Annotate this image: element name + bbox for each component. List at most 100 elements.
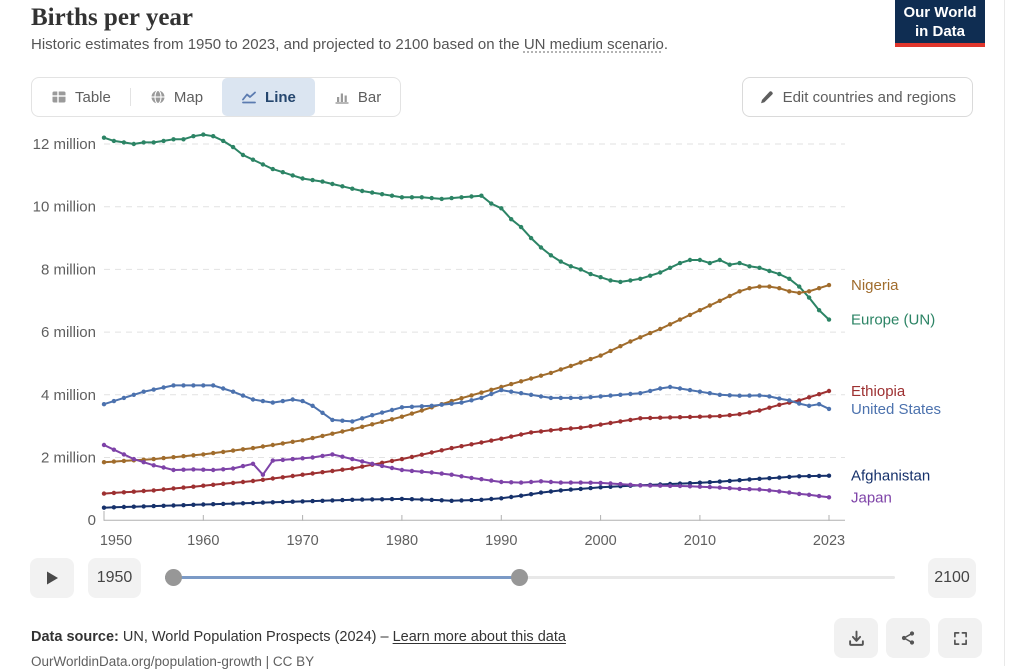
series-point-europe-un (449, 195, 454, 201)
series-point-japan (230, 466, 236, 471)
owid-logo[interactable]: Our World in Data (895, 0, 985, 47)
series-point-europe-un (687, 257, 693, 263)
series-point-united-states (687, 387, 693, 393)
series-point-japan (409, 468, 415, 474)
series-point-ethiopia (370, 462, 375, 467)
series-point-united-states (201, 383, 206, 388)
timeline-active-range[interactable] (165, 576, 521, 579)
fullscreen-button[interactable] (938, 618, 982, 658)
series-point-nigeria (370, 422, 375, 427)
series-point-nigeria (677, 317, 683, 322)
series-point-europe-un (350, 186, 355, 191)
series-point-europe-un (409, 195, 415, 200)
owid-logo-line2: in Data (914, 22, 965, 40)
series-point-japan (111, 447, 117, 452)
series-point-nigeria (548, 370, 554, 376)
series-point-afghanistan (628, 483, 633, 488)
series-point-japan (548, 479, 554, 485)
series-point-europe-un (320, 179, 325, 184)
series-point-ethiopia (687, 414, 693, 420)
timeline-handle-start[interactable] (165, 569, 182, 586)
series-point-nigeria (518, 379, 524, 384)
learn-more-link[interactable]: Learn more about this data (392, 628, 566, 645)
entity-label-united-states[interactable]: United States (851, 401, 941, 418)
series-point-united-states (628, 391, 633, 397)
series-point-afghanistan (181, 503, 186, 508)
play-button[interactable] (30, 558, 74, 598)
series-point-ethiopia (310, 471, 315, 476)
download-button[interactable] (834, 618, 878, 658)
un-medium-scenario-link[interactable]: UN medium scenario (523, 36, 664, 53)
entity-label-ethiopia[interactable]: Ethiopia (851, 383, 906, 400)
tab-line[interactable]: Line (222, 78, 315, 116)
series-point-united-states (667, 384, 673, 390)
series-point-japan (509, 480, 514, 485)
timeline-handle-end[interactable] (511, 569, 529, 586)
series-point-japan (618, 481, 623, 487)
entity-label-europe-un[interactable]: Europe (UN) (851, 312, 935, 329)
chart-toolbar: Table Map Line Bar (31, 77, 973, 117)
entity-label-nigeria[interactable]: Nigeria (851, 277, 899, 294)
series-point-afghanistan (409, 497, 415, 502)
series-point-europe-un (548, 253, 554, 258)
series-point-afghanistan (727, 478, 732, 484)
series-point-nigeria (509, 381, 514, 387)
series-point-europe-un (111, 138, 117, 144)
series-point-united-states (697, 389, 703, 394)
series-point-europe-un (489, 201, 494, 206)
share-button[interactable] (886, 618, 930, 658)
tab-table[interactable]: Table (32, 78, 130, 116)
tab-bar[interactable]: Bar (315, 78, 400, 116)
timeline-slider[interactable] (165, 558, 895, 598)
series-point-japan (499, 479, 504, 485)
series-point-united-states (330, 417, 335, 423)
series-point-europe-un (806, 295, 812, 300)
series-point-afghanistan (578, 486, 583, 492)
series-point-afghanistan (826, 473, 832, 478)
series-point-ethiopia (747, 410, 752, 415)
series-point-nigeria (826, 282, 832, 288)
series-point-europe-un (479, 193, 484, 198)
series-point-nigeria (707, 303, 712, 308)
series-point-nigeria (211, 450, 216, 456)
series-point-united-states (538, 394, 544, 399)
series-point-afghanistan (677, 481, 683, 486)
series-point-afghanistan (171, 503, 176, 508)
series-point-japan (697, 484, 703, 489)
series-point-japan (777, 489, 782, 494)
series-point-ethiopia (409, 454, 415, 460)
series-point-afghanistan (608, 484, 613, 489)
series-point-europe-un (330, 181, 335, 187)
series-point-nigeria (389, 417, 395, 422)
series-point-ethiopia (697, 414, 703, 419)
series-point-afghanistan (221, 501, 226, 507)
series-point-afghanistan (131, 504, 136, 509)
timeline-track[interactable] (165, 576, 895, 579)
entity-label-japan[interactable]: Japan (851, 489, 892, 506)
edit-countries-button[interactable]: Edit countries and regions (741, 77, 973, 117)
timeline-end-year[interactable]: 2100 (928, 558, 976, 598)
series-point-europe-un (459, 195, 464, 200)
series-point-europe-un (181, 137, 186, 142)
series-point-ethiopia (618, 419, 623, 424)
series-point-ethiopia (578, 425, 583, 430)
series-point-japan (787, 490, 792, 495)
series-point-united-states (439, 402, 444, 407)
series-point-japan (389, 465, 395, 471)
series-point-europe-un (141, 140, 146, 145)
series-point-japan (260, 472, 266, 477)
series-point-ethiopia (260, 477, 266, 482)
series-point-ethiopia (360, 464, 365, 469)
series-point-japan (608, 481, 613, 486)
series-line-nigeria (103, 284, 830, 464)
tab-map[interactable]: Map (131, 78, 222, 116)
window-edge (1004, 0, 1005, 666)
series-point-afghanistan (568, 487, 573, 492)
series-point-nigeria (697, 308, 703, 313)
timeline-start-year[interactable]: 1950 (88, 558, 141, 598)
series-point-ethiopia (518, 432, 524, 437)
series-point-afghanistan (489, 496, 494, 502)
subtitle-period: . (663, 36, 669, 53)
series-point-nigeria (658, 326, 663, 332)
entity-label-afghanistan[interactable]: Afghanistan (851, 468, 930, 485)
